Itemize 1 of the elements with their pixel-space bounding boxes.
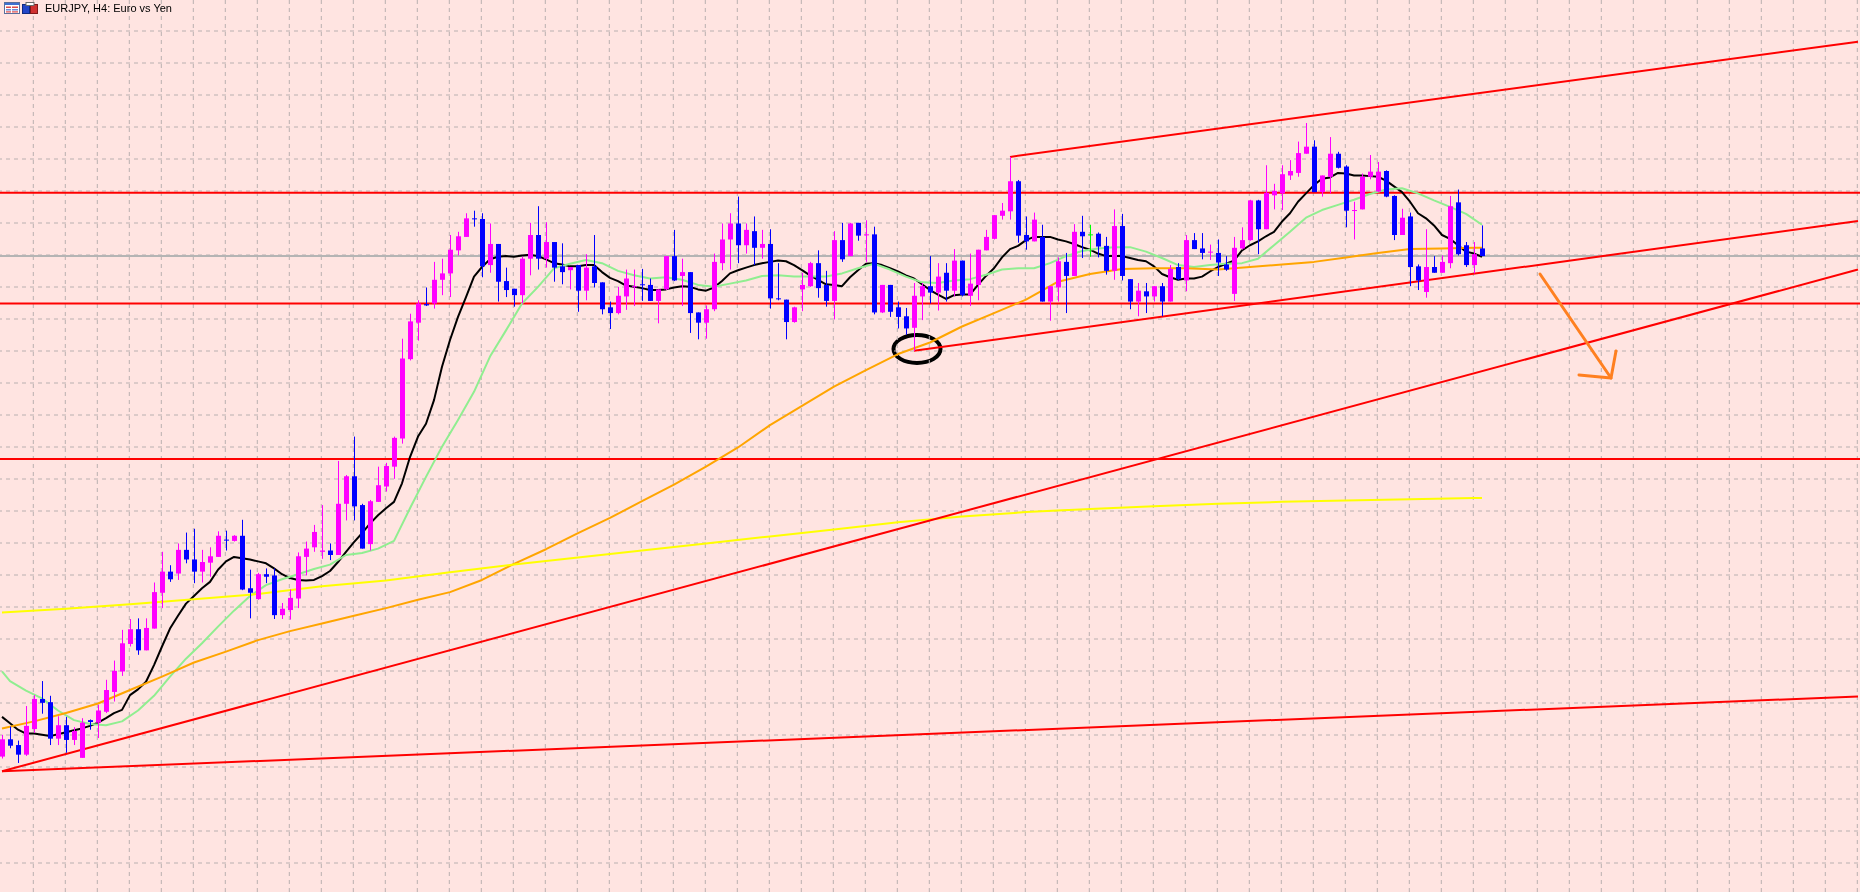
chart-title: EURJPY, H4: Euro vs Yen <box>45 2 172 14</box>
